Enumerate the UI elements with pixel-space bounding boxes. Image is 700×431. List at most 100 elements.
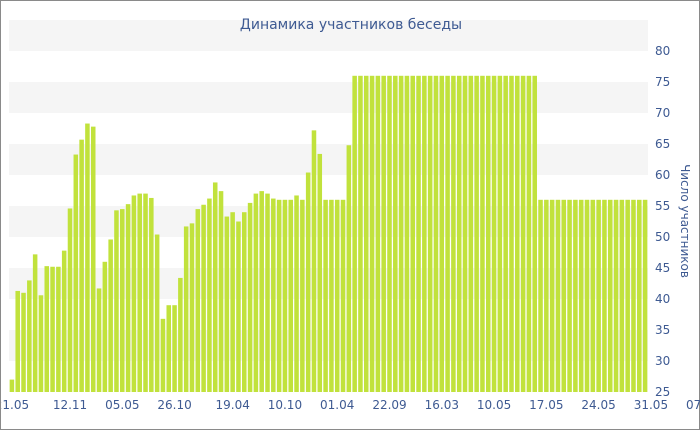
bar[interactable] xyxy=(160,318,166,392)
bar[interactable] xyxy=(491,75,497,393)
bar[interactable] xyxy=(242,212,247,392)
bar[interactable] xyxy=(480,75,485,393)
bar[interactable] xyxy=(305,172,311,392)
bar[interactable] xyxy=(532,75,537,393)
bar[interactable] xyxy=(561,199,567,392)
bar[interactable] xyxy=(427,75,433,393)
bar[interactable] xyxy=(369,75,375,393)
bar[interactable] xyxy=(90,126,96,392)
bar[interactable] xyxy=(329,199,334,392)
bar[interactable] xyxy=(590,199,596,392)
bar[interactable] xyxy=(265,193,270,392)
bar[interactable] xyxy=(451,75,456,393)
bar[interactable] xyxy=(485,75,491,393)
bar[interactable] xyxy=(398,75,404,393)
bar[interactable] xyxy=(15,290,20,392)
bar[interactable] xyxy=(538,199,543,392)
bar[interactable] xyxy=(288,199,294,392)
bar[interactable] xyxy=(642,199,648,392)
bar[interactable] xyxy=(131,195,137,392)
bar[interactable] xyxy=(619,199,625,392)
bar[interactable] xyxy=(212,182,218,392)
bar[interactable] xyxy=(224,216,230,392)
bar[interactable] xyxy=(393,75,398,393)
bar[interactable] xyxy=(555,199,561,392)
bar[interactable] xyxy=(195,209,201,392)
bar[interactable] xyxy=(172,305,177,392)
bar[interactable] xyxy=(102,261,108,392)
bar[interactable] xyxy=(201,204,206,392)
bar[interactable] xyxy=(114,210,119,392)
bar[interactable] xyxy=(61,250,67,392)
bar[interactable] xyxy=(21,292,26,392)
bar[interactable] xyxy=(207,198,212,392)
bar[interactable] xyxy=(271,198,276,392)
bar[interactable] xyxy=(573,199,578,392)
bar[interactable] xyxy=(381,75,386,393)
bar[interactable] xyxy=(363,75,369,393)
bar[interactable] xyxy=(375,75,381,393)
bar[interactable] xyxy=(282,199,288,392)
bar[interactable] xyxy=(137,193,142,392)
bar[interactable] xyxy=(154,234,160,392)
bar[interactable] xyxy=(503,75,508,393)
bar[interactable] xyxy=(9,379,15,392)
bar[interactable] xyxy=(311,130,317,393)
bar[interactable] xyxy=(183,226,189,392)
bar[interactable] xyxy=(300,199,305,392)
bar[interactable] xyxy=(44,266,50,392)
bar[interactable] xyxy=(422,75,427,393)
bar[interactable] xyxy=(439,75,445,393)
bar[interactable] xyxy=(334,199,340,392)
bar[interactable] xyxy=(79,139,84,392)
bar[interactable] xyxy=(544,199,549,392)
bar[interactable] xyxy=(352,75,357,393)
bar[interactable] xyxy=(67,208,73,392)
bar[interactable] xyxy=(253,193,259,392)
bar[interactable] xyxy=(474,75,479,393)
bar[interactable] xyxy=(96,288,102,392)
bar[interactable] xyxy=(125,204,131,392)
bar[interactable] xyxy=(462,75,468,393)
bar[interactable] xyxy=(230,212,235,392)
bar[interactable] xyxy=(317,153,323,392)
bar[interactable] xyxy=(236,221,241,393)
bar[interactable] xyxy=(178,277,183,392)
bar[interactable] xyxy=(38,295,44,392)
bar[interactable] xyxy=(27,280,32,392)
bar[interactable] xyxy=(346,145,352,392)
bar[interactable] xyxy=(218,191,224,392)
bar[interactable] xyxy=(73,154,79,392)
bar[interactable] xyxy=(497,75,503,393)
bar[interactable] xyxy=(50,266,55,392)
bar[interactable] xyxy=(404,75,410,393)
bar[interactable] xyxy=(85,123,90,392)
bar[interactable] xyxy=(509,75,514,393)
bar[interactable] xyxy=(358,75,363,393)
bar[interactable] xyxy=(276,199,282,392)
bar[interactable] xyxy=(515,75,520,393)
bar[interactable] xyxy=(567,199,572,392)
bar[interactable] xyxy=(120,209,125,392)
bar[interactable] xyxy=(520,75,526,393)
bar[interactable] xyxy=(294,195,299,392)
bar[interactable] xyxy=(526,75,532,393)
bar[interactable] xyxy=(637,199,642,392)
bar[interactable] xyxy=(607,199,613,392)
bar[interactable] xyxy=(433,75,439,393)
bar[interactable] xyxy=(613,199,619,392)
bar[interactable] xyxy=(108,239,113,392)
bar[interactable] xyxy=(387,75,392,393)
bar[interactable] xyxy=(189,223,195,392)
bar[interactable] xyxy=(549,199,555,392)
bar[interactable] xyxy=(596,199,601,392)
bar[interactable] xyxy=(166,305,172,392)
bar[interactable] xyxy=(416,75,421,393)
bar[interactable] xyxy=(56,266,61,392)
bar[interactable] xyxy=(602,199,607,392)
bar[interactable] xyxy=(340,199,346,392)
bar[interactable] xyxy=(149,197,154,392)
bar[interactable] xyxy=(584,199,590,392)
bar[interactable] xyxy=(143,193,148,392)
bar[interactable] xyxy=(631,199,636,392)
